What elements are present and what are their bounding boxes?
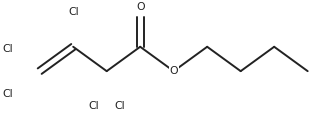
Text: Cl: Cl (115, 101, 125, 111)
Text: Cl: Cl (88, 101, 99, 111)
Text: Cl: Cl (2, 89, 13, 99)
Text: Cl: Cl (68, 7, 79, 17)
Text: O: O (169, 66, 178, 76)
Text: Cl: Cl (2, 44, 13, 54)
Text: O: O (136, 2, 145, 12)
